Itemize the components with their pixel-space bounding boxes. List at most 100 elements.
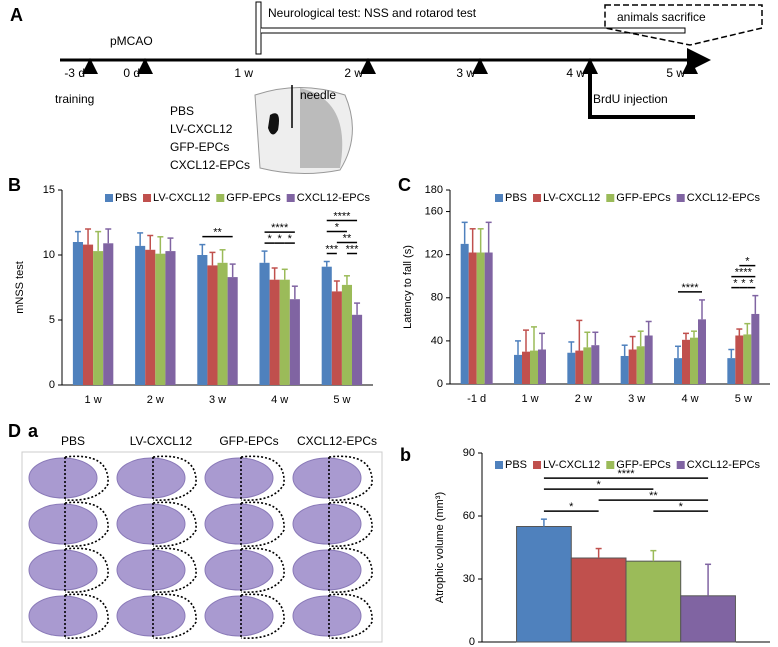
time-label: 0 d (123, 66, 140, 80)
legend-label: PBS (115, 192, 137, 204)
significance-label: ** (649, 490, 658, 502)
legend-swatch (676, 461, 685, 469)
brain-section (292, 595, 362, 637)
lesion-outline (328, 593, 373, 639)
group-label: GFP-EPCs (170, 140, 229, 154)
y-axis-label: Latency to fall (s) (402, 245, 414, 329)
legend-label: LV-CXCL12 (153, 192, 210, 204)
brain-section (116, 503, 186, 545)
test-text: Neurological test: NSS and rotarod test (268, 6, 477, 20)
lesion-outline (64, 593, 109, 639)
time-label: 1 w (234, 66, 253, 80)
bar (93, 251, 104, 385)
brain-section (204, 503, 274, 545)
lesion-outline (152, 455, 197, 501)
brain-section (28, 457, 98, 499)
bar (72, 242, 83, 385)
bar (628, 349, 637, 384)
panel-label: C (398, 175, 411, 195)
group-label: CXCL12-EPCs (170, 158, 250, 172)
bar (484, 252, 493, 384)
bar (321, 266, 332, 385)
sacrifice-box (604, 4, 763, 46)
legend-swatch (216, 194, 225, 202)
brain-section (116, 457, 186, 499)
bar (625, 560, 682, 643)
bar (591, 345, 600, 384)
legend-swatch (286, 194, 295, 202)
significance-label: * (749, 278, 754, 290)
x-tick-label: 4 w (271, 394, 288, 406)
bar (743, 334, 752, 384)
significance-label: * (569, 501, 574, 513)
y-tick-label: 0 (49, 379, 55, 391)
legend-label: LV-CXCL12 (543, 192, 600, 204)
bar (567, 352, 576, 384)
legend-swatch (606, 461, 615, 469)
bar (735, 335, 744, 384)
sacrifice-text: animals sacrifice (617, 10, 706, 24)
x-tick-label: -1 d (467, 393, 486, 405)
y-tick-label: 120 (425, 249, 443, 261)
group-label: LV-CXCL12 (170, 122, 233, 136)
legend-label: LV-CXCL12 (543, 459, 600, 471)
legend-label: GFP-EPCs (226, 192, 281, 204)
legend-label: CXCL12-EPCs (687, 192, 761, 204)
significance-label: ** (343, 232, 352, 244)
y-tick-label: 180 (425, 184, 443, 196)
significance-label: * (745, 256, 750, 268)
bar (269, 279, 280, 385)
x-tick-label: 5 w (333, 394, 350, 406)
bar (155, 253, 166, 385)
significance-label: * (679, 501, 684, 513)
significance-label: **** (333, 210, 351, 222)
lesion-outline (64, 547, 109, 593)
bar (570, 557, 627, 643)
column-header: LV-CXCL12 (130, 434, 193, 448)
bar (514, 354, 522, 384)
bar (289, 299, 300, 385)
legend-label: GFP-EPCs (616, 192, 671, 204)
lesion-outline (240, 593, 285, 639)
time-label: 3 w (456, 66, 475, 80)
bar (583, 347, 592, 384)
bar (538, 349, 546, 384)
x-tick-label: 1 w (521, 393, 538, 405)
bar (522, 351, 530, 384)
brain-section (292, 457, 362, 499)
time-label: 5 w (666, 66, 685, 80)
legend-label: CXCL12-EPCs (687, 459, 761, 471)
brain-section (116, 549, 186, 591)
bar (197, 255, 208, 385)
y-tick-label: 30 (463, 573, 475, 585)
bar (165, 251, 176, 385)
group-label: PBS (170, 104, 194, 118)
y-axis-label: mNSS test (14, 261, 26, 314)
histology-grid: PBS LV-CXCL12 GFP-EPCs CXCL12-EPCs (28, 434, 377, 639)
bar (751, 313, 760, 384)
brain-section (204, 595, 274, 637)
bar (476, 252, 485, 384)
brdu-line (588, 62, 695, 119)
y-axis-label: Atrophic volume (mm³) (434, 492, 446, 603)
panel-label: B (8, 175, 21, 195)
y-tick-label: 0 (437, 378, 443, 390)
significance-label: **** (617, 468, 635, 480)
bar (575, 350, 584, 384)
lesion-outline (152, 547, 197, 593)
legend-swatch (533, 461, 542, 469)
lesion-outline (240, 501, 285, 547)
panel-label: b (400, 445, 411, 465)
brain-section (28, 503, 98, 545)
y-tick-label: 90 (463, 447, 475, 459)
bar (227, 277, 238, 385)
lesion-outline (240, 455, 285, 501)
brain-section (292, 503, 362, 545)
bar (103, 243, 114, 385)
y-tick-label: 0 (469, 636, 475, 647)
test-start (255, 1, 262, 55)
significance-label: **** (735, 267, 753, 279)
bar (674, 358, 682, 384)
significance-label: * (288, 233, 293, 245)
